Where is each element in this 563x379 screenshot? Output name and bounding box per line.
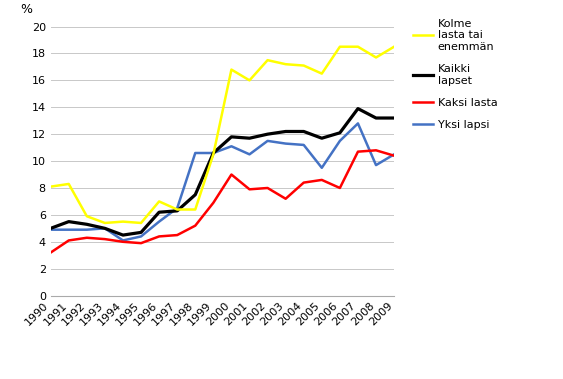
Legend: Kolme
lasta tai
enemmän, Kaikki
lapset, Kaksi lasta, Yksi lapsi: Kolme lasta tai enemmän, Kaikki lapset, … (413, 19, 498, 130)
Text: %: % (20, 3, 32, 16)
